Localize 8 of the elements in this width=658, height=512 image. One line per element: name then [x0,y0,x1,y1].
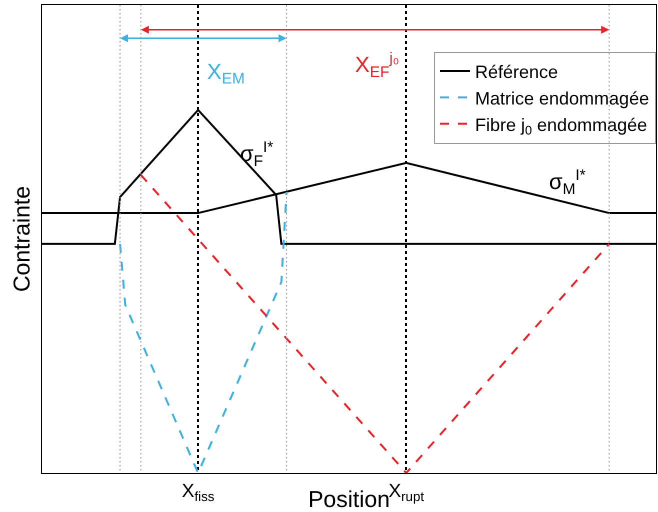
x-axis-title: Position [308,486,390,512]
legend-label: Matrice endommagée [475,88,650,108]
x-tick-label: X$_{rupt}$ [388,480,424,504]
y-axis-title: Contrainte [8,186,34,292]
legend-label: Référence [475,62,558,82]
x-tick-label: X$_{fiss}$ [182,480,215,504]
text: X$_{EM}$ [207,59,245,88]
legend-label: Fibre j$_{0}$ endommagée [475,114,648,138]
